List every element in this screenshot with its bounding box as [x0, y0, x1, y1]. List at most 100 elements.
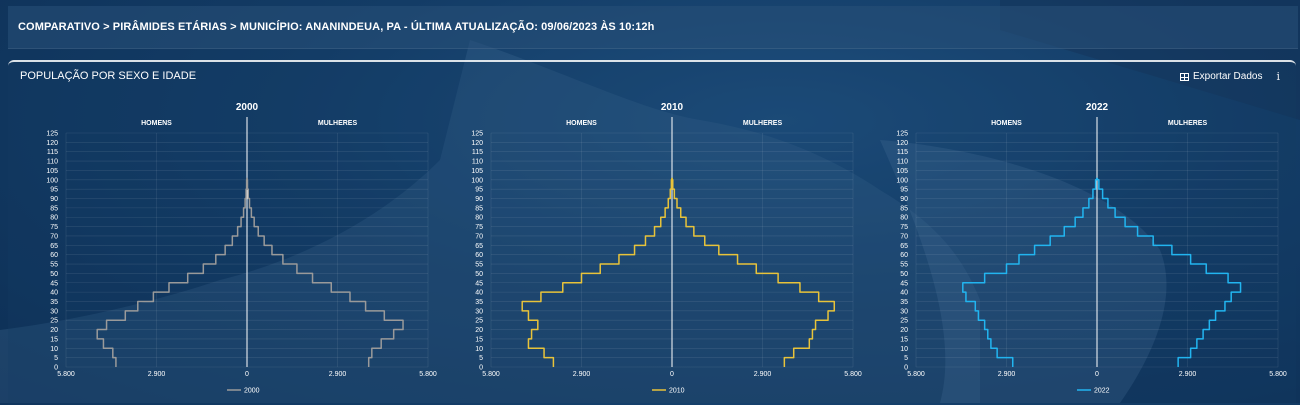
- y-tick-label: 100: [896, 177, 908, 184]
- y-tick-label: 125: [46, 131, 58, 138]
- men-label: HOMENS: [141, 120, 172, 127]
- y-tick-label: 115: [472, 149, 483, 156]
- y-tick-label: 70: [475, 233, 483, 240]
- y-tick-label: 75: [900, 224, 908, 231]
- y-tick-label: 35: [475, 299, 483, 306]
- legend-label[interactable]: 2022: [1094, 388, 1110, 395]
- x-tick-label: 2.900: [573, 371, 591, 378]
- series-men-line: [96, 177, 248, 367]
- y-tick-label: 120: [46, 140, 58, 147]
- y-tick-label: 10: [50, 346, 58, 353]
- y-tick-label: 125: [471, 131, 483, 138]
- series-women-line: [671, 177, 836, 367]
- y-tick-label: 105: [471, 168, 483, 175]
- breadcrumb: COMPARATIVO > PIRÂMIDES ETÁRIAS > MUNICÍ…: [18, 21, 655, 33]
- y-tick-label: 45: [475, 280, 483, 287]
- y-tick-label: 75: [50, 224, 58, 231]
- table-icon: [1179, 72, 1189, 81]
- y-tick-label: 115: [897, 149, 908, 156]
- pyramid-chart-2000: 1251201151101051009590858075706560555045…: [46, 102, 437, 395]
- chart-title: 2010: [661, 102, 684, 113]
- men-label: HOMENS: [566, 120, 597, 127]
- y-tick-label: 55: [50, 262, 58, 269]
- y-tick-label: 35: [50, 299, 58, 306]
- x-tick-label: 0: [245, 371, 249, 378]
- series-men-line: [521, 177, 673, 367]
- series-women-line: [1096, 177, 1242, 367]
- info-icon[interactable]: i: [1276, 70, 1280, 83]
- pyramid-chart-2022: 1251201151101051009590858075706560555045…: [896, 102, 1287, 395]
- x-tick-label: 2.900: [329, 371, 347, 378]
- y-tick-label: 90: [50, 196, 58, 203]
- export-data-button[interactable]: Exportar Dados i: [1179, 70, 1280, 83]
- y-tick-label: 15: [475, 336, 483, 343]
- x-tick-label: 5.800: [57, 371, 75, 378]
- y-tick-label: 30: [50, 308, 58, 315]
- legend-label[interactable]: 2010: [669, 388, 685, 395]
- y-tick-label: 85: [475, 205, 483, 212]
- y-tick-label: 65: [475, 243, 483, 250]
- x-tick-label: 5.800: [1269, 371, 1287, 378]
- y-tick-label: 90: [900, 196, 908, 203]
- pyramid-chart-2010: 1251201151101051009590858075706560555045…: [471, 102, 862, 395]
- series-men-line: [962, 177, 1098, 367]
- y-tick-label: 10: [475, 346, 483, 353]
- x-tick-label: 5.800: [482, 371, 500, 378]
- export-label: Exportar Dados: [1192, 71, 1263, 82]
- x-tick-label: 2.900: [148, 371, 166, 378]
- series-women-line: [246, 177, 404, 367]
- x-tick-label: 2.900: [754, 371, 772, 378]
- y-tick-label: 95: [50, 187, 58, 194]
- y-tick-label: 80: [475, 215, 483, 222]
- chart-title: 2000: [236, 102, 259, 113]
- y-tick-label: 90: [475, 196, 483, 203]
- x-tick-label: 5.800: [419, 371, 437, 378]
- y-tick-label: 45: [50, 280, 58, 287]
- x-tick-label: 2.900: [1179, 371, 1197, 378]
- header-bar: COMPARATIVO > PIRÂMIDES ETÁRIAS > MUNICÍ…: [8, 6, 1298, 49]
- x-tick-label: 5.800: [907, 371, 925, 378]
- women-label: MULHERES: [1168, 120, 1208, 127]
- y-tick-label: 110: [472, 159, 483, 166]
- women-label: MULHERES: [318, 120, 358, 127]
- y-tick-label: 10: [900, 346, 908, 353]
- y-tick-label: 40: [475, 290, 483, 297]
- y-tick-label: 100: [471, 177, 483, 184]
- men-label: HOMENS: [991, 120, 1022, 127]
- x-tick-label: 0: [1095, 371, 1099, 378]
- y-tick-label: 5: [479, 355, 483, 362]
- y-tick-label: 40: [900, 290, 908, 297]
- y-tick-label: 50: [475, 271, 483, 278]
- y-tick-label: 95: [900, 187, 908, 194]
- chart-title: 2022: [1086, 102, 1109, 113]
- y-tick-label: 105: [896, 168, 908, 175]
- y-tick-label: 50: [50, 271, 58, 278]
- y-tick-label: 5: [54, 355, 58, 362]
- y-tick-label: 60: [475, 252, 483, 259]
- y-tick-label: 0: [904, 365, 908, 372]
- x-tick-label: 0: [670, 371, 674, 378]
- y-tick-label: 20: [475, 327, 483, 334]
- y-tick-label: 120: [471, 140, 483, 147]
- y-tick-label: 25: [900, 318, 908, 325]
- y-tick-label: 125: [896, 131, 908, 138]
- y-tick-label: 120: [896, 140, 908, 147]
- legend-label[interactable]: 2000: [244, 388, 260, 395]
- y-tick-label: 70: [50, 233, 58, 240]
- y-tick-label: 35: [900, 299, 908, 306]
- x-tick-label: 5.800: [844, 371, 862, 378]
- y-tick-label: 0: [479, 365, 483, 372]
- y-tick-label: 65: [50, 243, 58, 250]
- y-tick-label: 80: [50, 215, 58, 222]
- x-tick-label: 2.900: [998, 371, 1016, 378]
- y-tick-label: 15: [50, 336, 58, 343]
- y-tick-label: 80: [900, 215, 908, 222]
- y-tick-label: 100: [46, 177, 58, 184]
- y-tick-label: 70: [900, 233, 908, 240]
- y-tick-label: 60: [900, 252, 908, 259]
- panel-title: POPULAÇÃO POR SEXO E IDADE: [20, 70, 197, 82]
- y-tick-label: 30: [900, 308, 908, 315]
- y-tick-label: 30: [475, 308, 483, 315]
- y-tick-label: 25: [50, 318, 58, 325]
